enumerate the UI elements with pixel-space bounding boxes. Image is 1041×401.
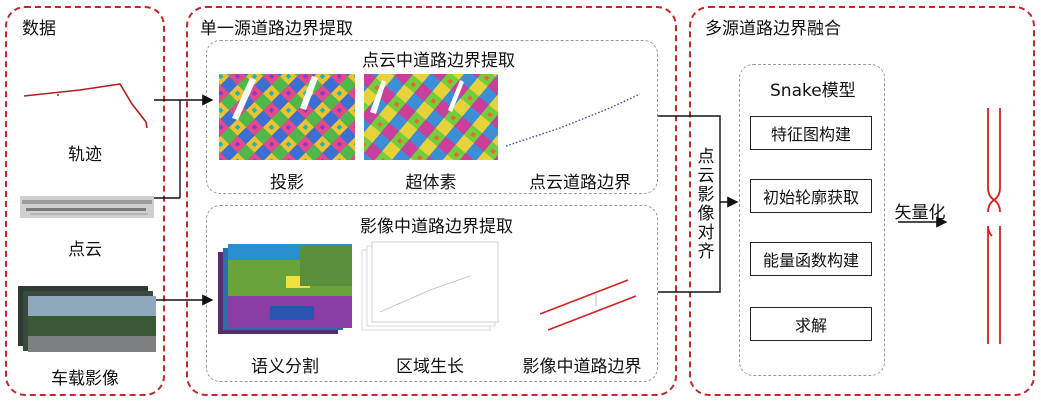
snake-group-title: Snake模型: [770, 81, 856, 101]
image-group: [206, 205, 658, 382]
snake-step-feature-map: 特征图构建: [750, 116, 872, 150]
fusion-panel-title: 多源道路边界融合: [705, 19, 841, 39]
img-step-segmentation: 语义分割: [251, 357, 319, 377]
data-item-trajectory: 轨迹: [68, 145, 102, 165]
pointcloud-thumbnail: [20, 196, 154, 218]
semantic-segmentation-image: [218, 244, 352, 334]
data-panel: [5, 6, 165, 396]
trajectory-thumbnail: [23, 83, 148, 129]
image-boundary-lines: [539, 279, 637, 331]
pc-step-projection: 投影: [270, 173, 304, 193]
snake-step-initial-contour: 初始轮廓获取: [750, 179, 872, 213]
pointcloud-group: [206, 40, 658, 194]
alignment-label: 点云影像对齐: [696, 147, 716, 262]
projection-image: [219, 74, 355, 160]
pointcloud-group-title: 点云中道路边界提取: [362, 51, 515, 71]
snake-group: [739, 64, 885, 376]
pc-step-boundary: 点云道路边界: [529, 173, 631, 193]
vehicle-images-thumbnail: [18, 286, 156, 352]
snake-step-energy-function: 能量函数构建: [750, 242, 872, 276]
data-panel-title: 数据: [22, 19, 56, 39]
data-item-pointcloud: 点云: [68, 240, 102, 260]
single-source-panel-title: 单一源道路边界提取: [200, 19, 353, 39]
region-growing-image: [361, 241, 499, 331]
img-step-boundary: 影像中道路边界: [522, 357, 642, 377]
snake-step-solve: 求解: [750, 307, 872, 341]
fusion-panel: [689, 6, 1035, 396]
vector-road-boundary: [987, 108, 1001, 344]
img-step-region-growing: 区域生长: [396, 357, 464, 377]
pointcloud-boundary-line: [505, 93, 641, 147]
image-group-title: 影像中道路边界提取: [360, 217, 513, 237]
pc-step-supervoxel: 超体素: [405, 173, 457, 193]
supervoxel-image: [364, 74, 498, 160]
single-source-panel: [186, 6, 677, 396]
data-item-vehicle-images: 车载影像: [51, 369, 119, 389]
vectorize-label: 矢量化: [894, 203, 946, 223]
